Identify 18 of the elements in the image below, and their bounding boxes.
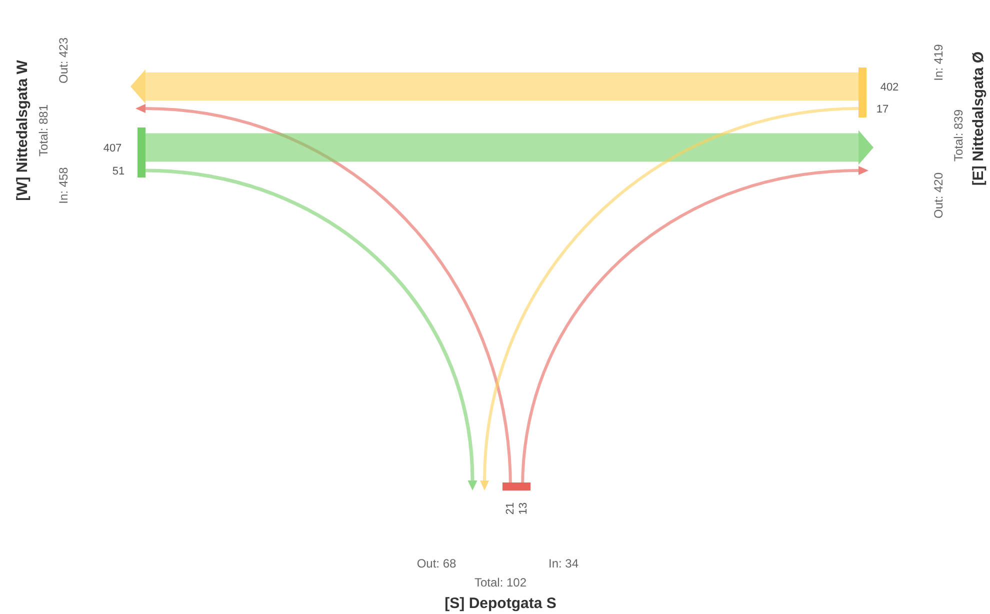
data-label: 17 — [876, 104, 889, 116]
data-label: 51 — [112, 166, 125, 178]
text: Out: 423 — [56, 37, 70, 84]
data-label: 402 — [880, 82, 899, 94]
category-label: [E] Nittedalsgata Ø — [970, 51, 987, 186]
text: In: 34 — [548, 556, 579, 570]
text: Total: 881 — [36, 104, 50, 157]
text: Out: 420 — [932, 172, 946, 219]
text: Total: 102 — [474, 576, 527, 590]
text: In: 419 — [932, 44, 946, 81]
data-label: 13 — [518, 502, 530, 515]
category-label: [S] Depotgata S — [444, 595, 556, 612]
data-label: 407 — [103, 142, 122, 154]
category-label: [W] Nittedalsgata W — [14, 59, 31, 201]
text: Out: 68 — [416, 556, 457, 570]
text: Total: 839 — [952, 109, 966, 162]
text: In: 458 — [56, 166, 70, 204]
data-label: 21 — [504, 502, 516, 515]
